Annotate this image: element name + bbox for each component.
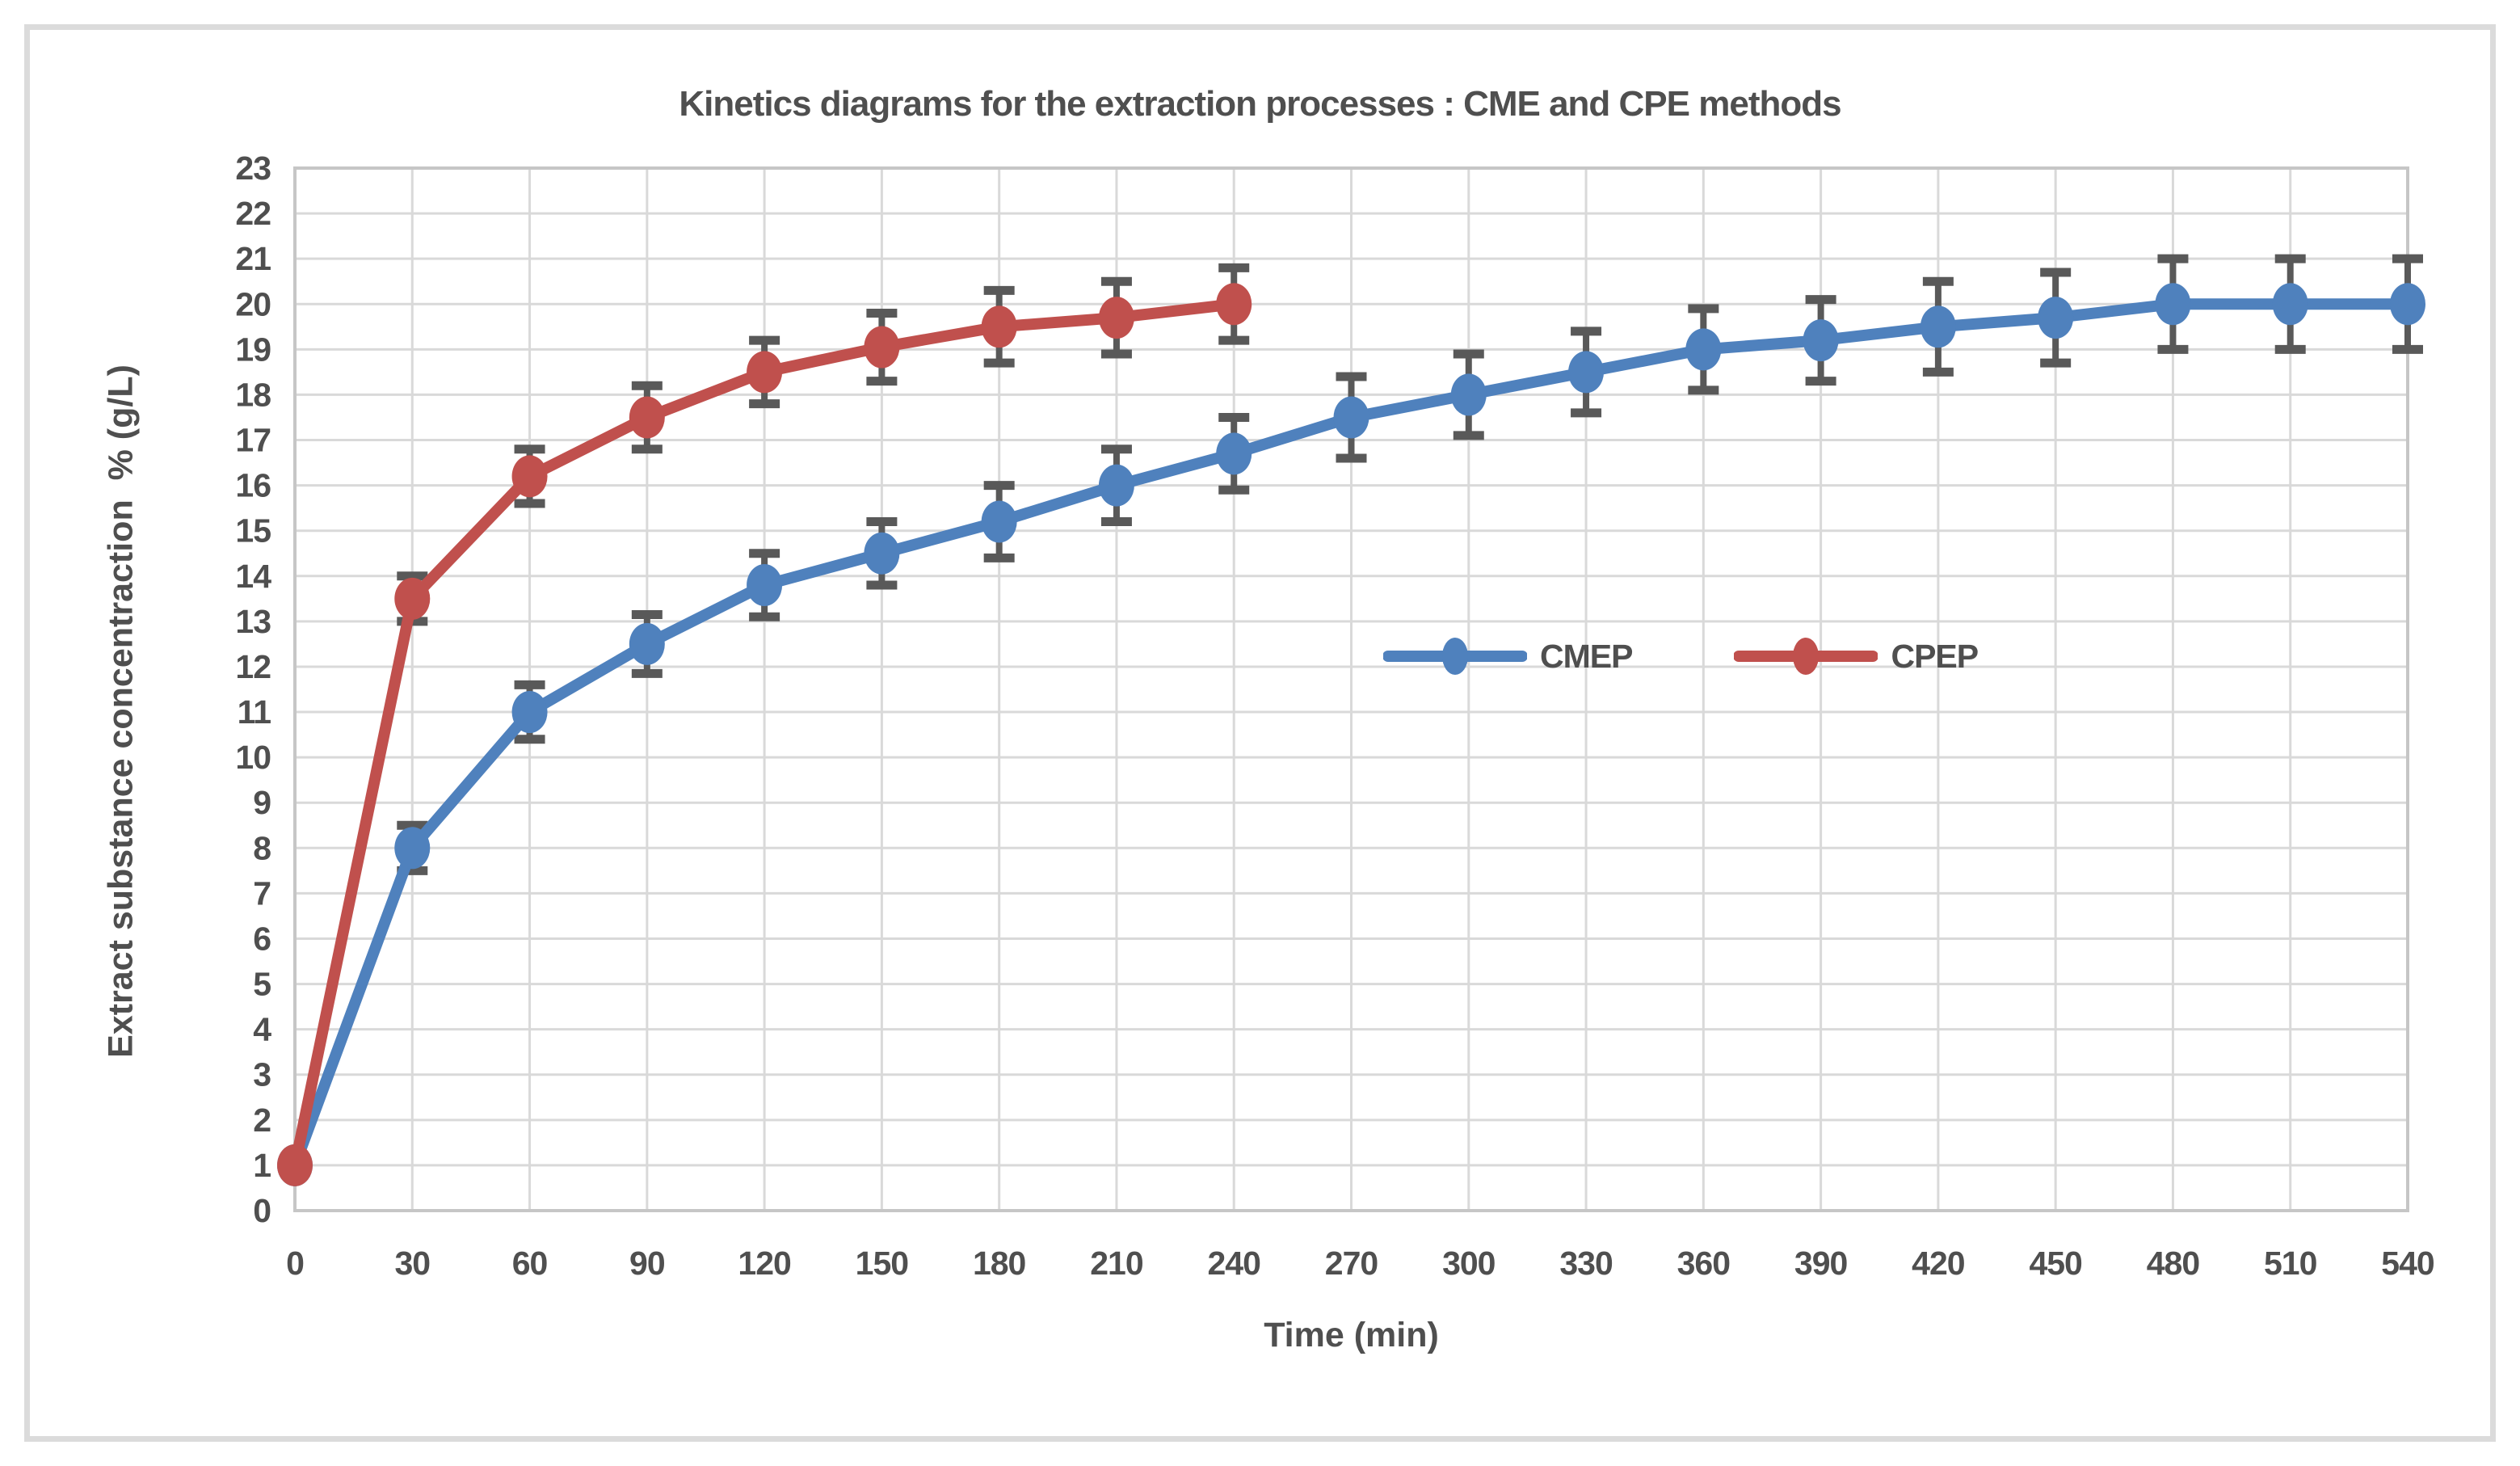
x-tick-label: 450 [2029,1245,2082,1282]
data-point-marker [747,351,783,394]
data-point-marker [1450,373,1487,416]
data-point-marker [277,1144,313,1186]
x-tick-label: 150 [856,1245,909,1282]
y-tick-label: 17 [235,422,271,459]
x-tick-label: 90 [629,1245,665,1282]
y-tick-label: 18 [235,376,271,413]
y-tick-label: 9 [253,784,271,821]
y-tick-label: 0 [253,1192,271,1229]
data-point-marker [1098,464,1134,507]
y-tick-label: 2 [253,1102,271,1139]
x-tick-label: 420 [1912,1245,1965,1282]
y-tick-label: 10 [235,739,271,776]
x-tick-label: 0 [286,1245,304,1282]
legend-item-cmep: CMEP [1383,632,1633,680]
data-point-marker [511,455,548,498]
series-CMEP [277,254,2425,1186]
y-tick-label: 19 [235,331,271,368]
plot-border [293,166,2409,1212]
x-tick-label: 180 [973,1245,1026,1282]
x-tick-label: 480 [2147,1245,2200,1282]
x-tick-label: 60 [512,1245,548,1282]
legend-marker-icon [1734,638,1878,675]
data-point-marker [1568,351,1605,394]
y-tick-label: 21 [235,240,271,277]
y-tick-label: 3 [253,1056,271,1093]
series-CPEP [277,263,1252,1186]
y-tick-label: 14 [235,558,271,595]
x-tick-label: 390 [1794,1245,1848,1282]
data-point-marker [2272,283,2308,326]
legend-marker-icon [1383,638,1527,675]
x-axis-title: Time (min) [1264,1316,1439,1354]
data-point-marker [394,577,431,620]
y-axis-title: Extract substance concentraction % (g/L) [101,364,141,1058]
y-tick-label: 23 [235,150,271,187]
x-tick-label: 120 [738,1245,791,1282]
x-tick-label: 540 [2381,1245,2434,1282]
data-point-marker [1216,432,1252,475]
legend-point [1442,638,1468,675]
y-tick-label: 13 [235,603,271,640]
y-tick-label: 11 [238,693,271,731]
legend: CMEP CPEP [1383,621,1979,692]
data-point-marker [1098,297,1134,339]
data-point-marker [864,326,900,369]
legend-label: CMEP [1540,637,1633,675]
legend-label: CPEP [1891,637,1979,675]
data-point-marker [394,827,431,870]
data-point-marker [2155,283,2191,326]
legend-item-cpep: CPEP [1734,632,1979,680]
y-tick-label: 4 [253,1011,271,1048]
x-tick-label: 360 [1677,1245,1731,1282]
chart-title: Kinetics diagrams for the extraction pro… [679,84,1841,124]
x-tick-label: 510 [2264,1245,2317,1282]
y-tick-label: 22 [235,195,271,232]
y-tick-label: 6 [253,920,271,957]
y-tick-label: 8 [253,829,271,866]
data-point-marker [2038,297,2074,339]
data-point-marker [747,564,783,606]
data-point-marker [1216,283,1252,326]
y-tick-label: 20 [235,285,271,322]
data-point-marker [1333,396,1369,439]
x-tick-label: 210 [1090,1245,1143,1282]
y-tick-label: 7 [253,874,271,912]
legend-point [1793,638,1820,675]
data-point-marker [629,622,665,665]
data-point-marker [2390,283,2425,326]
data-point-marker [511,691,548,734]
x-tick-label: 240 [1208,1245,1261,1282]
data-point-marker [1920,305,1956,348]
x-tick-label: 30 [394,1245,430,1282]
x-tick-label: 330 [1559,1245,1613,1282]
y-tick-label: 16 [235,467,271,504]
data-point-marker [864,532,900,575]
y-tick-label: 12 [235,648,271,685]
data-point-marker [1803,319,1839,362]
y-tick-label: 15 [235,512,271,550]
data-point-marker [1685,328,1722,371]
data-point-marker [981,500,1017,543]
data-point-marker [981,305,1017,348]
x-tick-label: 300 [1442,1245,1496,1282]
data-point-marker [629,396,665,439]
y-tick-label: 5 [253,966,271,1003]
y-tick-label: 1 [253,1147,271,1184]
x-tick-label: 270 [1325,1245,1378,1282]
